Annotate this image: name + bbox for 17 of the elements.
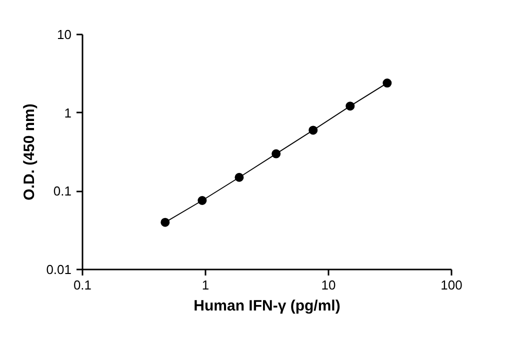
y-tick-label: 1 — [64, 105, 72, 120]
y-tick-label: 0.1 — [53, 184, 72, 199]
y-tick-label: 10 — [57, 27, 72, 42]
point — [382, 78, 392, 88]
y-axis-title: O.D. (450 nm) — [21, 104, 38, 200]
point — [198, 196, 207, 205]
point — [308, 126, 318, 135]
x-axis-title: Human IFN-γ (pg/ml) — [194, 298, 340, 314]
x-tick-label: 10 — [321, 278, 336, 292]
x-tick-label: 100 — [440, 278, 462, 292]
x-tick-label: 1 — [202, 278, 210, 292]
point — [346, 102, 355, 111]
x-tick-label: 0.1 — [73, 278, 92, 292]
point — [160, 218, 170, 227]
point — [272, 149, 281, 158]
point — [234, 172, 244, 182]
y-tick-label: 0.01 — [46, 262, 72, 277]
